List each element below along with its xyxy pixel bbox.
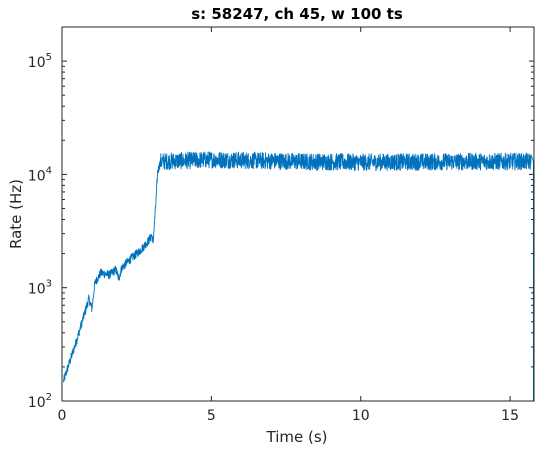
y-tick-label: 105 xyxy=(28,52,52,71)
x-axis-label: Time (s) xyxy=(266,428,328,446)
y-tick-label-exponent: 5 xyxy=(46,52,52,63)
data-series-line-0 xyxy=(63,151,534,401)
y-tick-label-exponent: 4 xyxy=(46,165,52,176)
y-tick-label-exponent: 3 xyxy=(46,279,52,290)
plot-box xyxy=(61,26,535,402)
y-axis-label: Rate (Hz) xyxy=(7,179,25,249)
y-tick-label-base: 10 xyxy=(28,282,46,298)
plot-area xyxy=(62,27,534,401)
x-tick-label: 15 xyxy=(501,408,519,424)
y-tick-label-exponent: 2 xyxy=(46,392,52,403)
x-tick-label: 0 xyxy=(58,408,67,424)
y-tick-label: 104 xyxy=(28,165,52,184)
chart-title: s: 58247, ch 45, w 100 ts xyxy=(191,5,403,23)
y-tick-label-base: 10 xyxy=(28,55,46,71)
data-layer xyxy=(63,151,534,401)
y-tick-label-base: 10 xyxy=(28,395,46,411)
y-tick-label-base: 10 xyxy=(28,168,46,184)
x-tick-label: 10 xyxy=(352,408,370,424)
y-tick-label: 102 xyxy=(28,392,52,411)
x-tick-label: 5 xyxy=(207,408,216,424)
y-tick-label: 103 xyxy=(28,279,52,298)
